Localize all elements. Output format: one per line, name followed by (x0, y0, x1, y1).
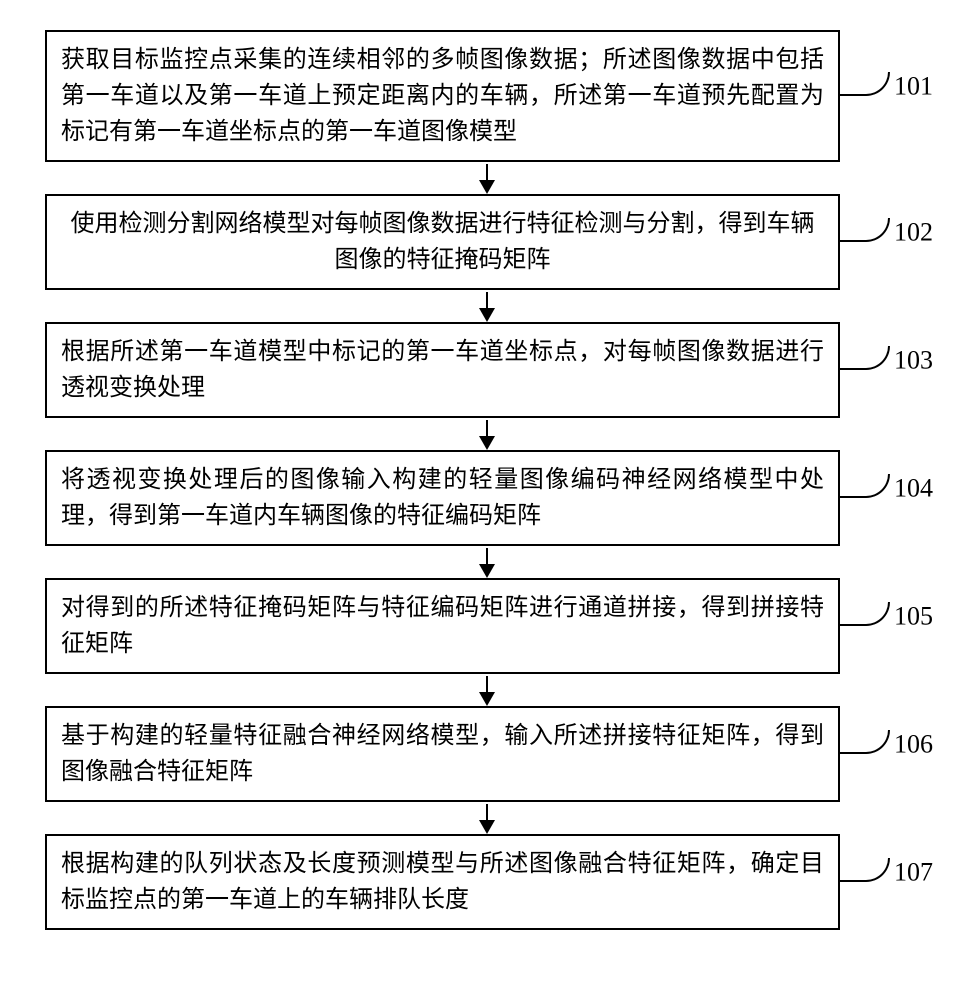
flowchart-container: 获取目标监控点采集的连续相邻的多帧图像数据；所述图像数据中包括第一车道以及第一车… (45, 30, 929, 930)
arrow-5 (90, 674, 885, 706)
step-row-104: 将透视变换处理后的图像输入构建的轻量图像编码神经网络模型中处理，得到第一车道内车… (45, 450, 929, 546)
step-row-107: 根据构建的队列状态及长度预测模型与所述图像融合特征矩阵，确定目标监控点的第一车道… (45, 834, 929, 930)
step-box-104: 将透视变换处理后的图像输入构建的轻量图像编码神经网络模型中处理，得到第一车道内车… (45, 450, 840, 546)
step-row-105: 对得到的所述特征掩码矩阵与特征编码矩阵进行通道拼接，得到拼接特征矩阵 105 (45, 578, 929, 674)
connector-101: 101 (840, 30, 929, 162)
arrow-1 (90, 162, 885, 194)
step-box-106: 基于构建的轻量特征融合神经网络模型，输入所述拼接特征矩阵，得到图像融合特征矩阵 (45, 706, 840, 802)
step-row-103: 根据所述第一车道模型中标记的第一车道坐标点，对每帧图像数据进行透视变换处理 10… (45, 322, 929, 418)
arrow-2 (90, 290, 885, 322)
connector-102: 102 (840, 194, 929, 290)
step-box-107: 根据构建的队列状态及长度预测模型与所述图像融合特征矩阵，确定目标监控点的第一车道… (45, 834, 840, 930)
arrow-4 (90, 546, 885, 578)
step-box-105: 对得到的所述特征掩码矩阵与特征编码矩阵进行通道拼接，得到拼接特征矩阵 (45, 578, 840, 674)
step-box-102: 使用检测分割网络模型对每帧图像数据进行特征检测与分割，得到车辆图像的特征掩码矩阵 (45, 194, 840, 290)
step-label-105: 105 (894, 601, 933, 631)
step-row-101: 获取目标监控点采集的连续相邻的多帧图像数据；所述图像数据中包括第一车道以及第一车… (45, 30, 929, 162)
step-label-107: 107 (894, 857, 933, 887)
connector-105: 105 (840, 578, 929, 674)
step-row-102: 使用检测分割网络模型对每帧图像数据进行特征检测与分割，得到车辆图像的特征掩码矩阵… (45, 194, 929, 290)
step-label-104: 104 (894, 473, 933, 503)
step-label-101: 101 (894, 71, 933, 101)
arrow-3 (90, 418, 885, 450)
step-box-101: 获取目标监控点采集的连续相邻的多帧图像数据；所述图像数据中包括第一车道以及第一车… (45, 30, 840, 162)
step-label-106: 106 (894, 729, 933, 759)
connector-104: 104 (840, 450, 929, 546)
arrow-6 (90, 802, 885, 834)
connector-103: 103 (840, 322, 929, 418)
step-row-106: 基于构建的轻量特征融合神经网络模型，输入所述拼接特征矩阵，得到图像融合特征矩阵 … (45, 706, 929, 802)
step-label-103: 103 (894, 345, 933, 375)
connector-107: 107 (840, 834, 929, 930)
connector-106: 106 (840, 706, 929, 802)
step-label-102: 102 (894, 217, 933, 247)
step-box-103: 根据所述第一车道模型中标记的第一车道坐标点，对每帧图像数据进行透视变换处理 (45, 322, 840, 418)
